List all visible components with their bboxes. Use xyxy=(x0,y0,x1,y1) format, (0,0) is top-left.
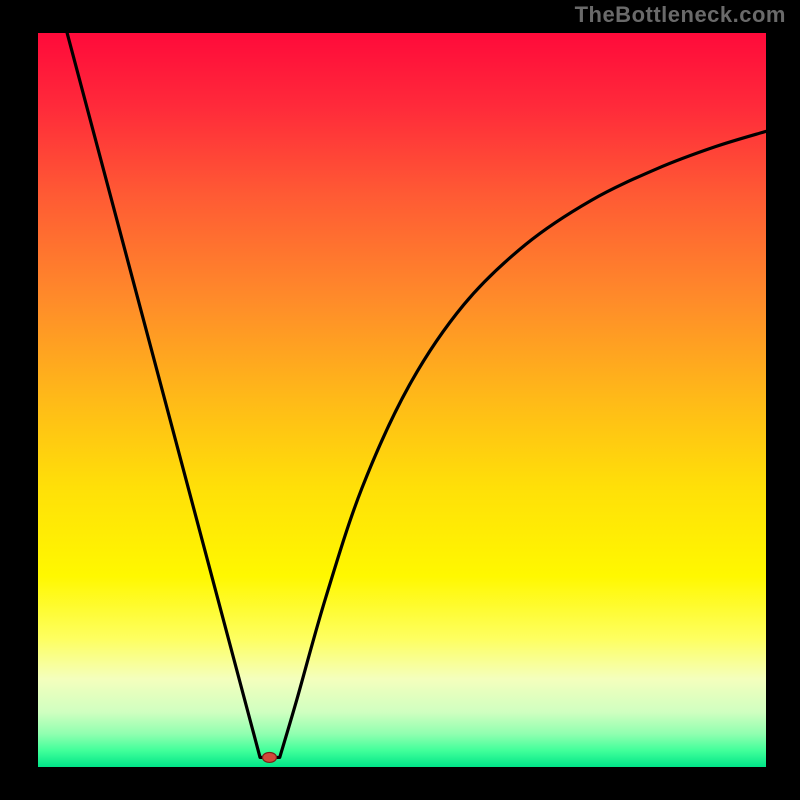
watermark-text: TheBottleneck.com xyxy=(575,2,786,28)
plot-area xyxy=(38,33,766,767)
bottleneck-chart: TheBottleneck.com xyxy=(0,0,800,800)
optimal-marker xyxy=(263,752,277,762)
curve-layer xyxy=(38,33,766,767)
bottleneck-curve xyxy=(67,33,766,757)
